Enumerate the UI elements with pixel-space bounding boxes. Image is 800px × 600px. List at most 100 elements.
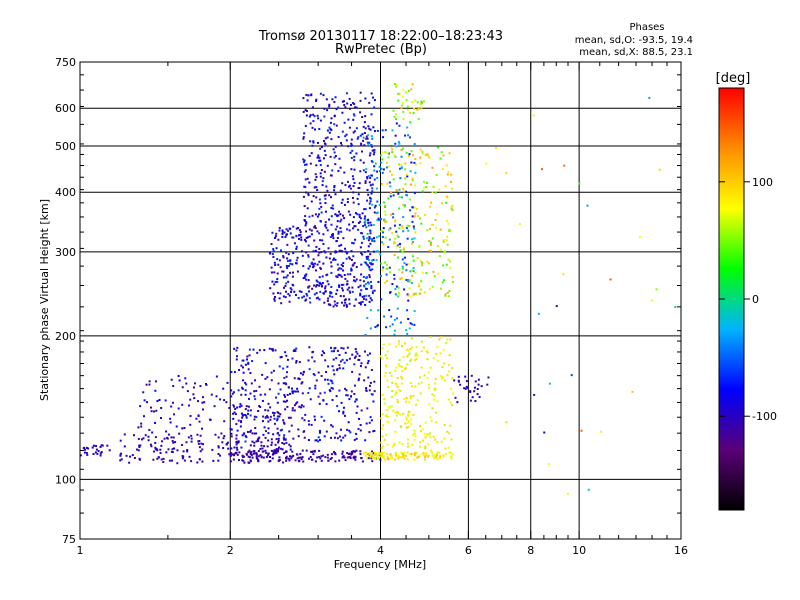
data-point [272, 256, 275, 259]
data-point [293, 242, 296, 245]
data-point [256, 439, 259, 442]
data-point [319, 92, 322, 95]
data-point [431, 237, 434, 240]
data-point [404, 183, 407, 186]
data-point [291, 455, 294, 458]
data-point [302, 158, 305, 161]
data-point [367, 143, 370, 146]
data-point [342, 347, 345, 350]
data-point [268, 460, 271, 463]
data-point [337, 169, 340, 172]
data-point [217, 445, 220, 448]
data-point [234, 413, 237, 416]
data-point [380, 218, 383, 221]
data-point [401, 250, 404, 253]
data-point [271, 253, 274, 256]
data-point [251, 456, 254, 459]
data-point [428, 403, 431, 406]
data-point [366, 407, 369, 410]
data-point [151, 431, 154, 434]
data-point [343, 171, 346, 174]
data-point [315, 297, 318, 300]
stats-o-mode: mean, sd,O: -93.5, 19.4 [575, 35, 693, 46]
data-point [325, 185, 328, 188]
data-point [411, 220, 414, 223]
data-point [389, 371, 392, 374]
data-point [320, 459, 323, 462]
data-point [431, 190, 434, 193]
data-point [346, 394, 349, 397]
data-point [428, 239, 431, 242]
data-point [409, 395, 412, 398]
data-point [205, 382, 208, 385]
data-point [275, 452, 278, 455]
data-point [87, 447, 90, 450]
data-point [348, 286, 351, 289]
data-point [149, 443, 152, 446]
data-point [160, 458, 163, 461]
data-point [262, 433, 265, 436]
data-point [177, 407, 180, 410]
data-point [367, 193, 370, 196]
data-point [264, 409, 267, 412]
data-point [360, 142, 363, 145]
data-point [273, 298, 276, 301]
data-point [302, 97, 305, 100]
data-point [341, 452, 344, 455]
data-point [396, 386, 399, 389]
data-point [229, 460, 232, 463]
data-point [424, 447, 427, 450]
data-point [406, 237, 409, 240]
data-point [333, 300, 336, 303]
data-point [272, 248, 275, 251]
data-point [388, 238, 391, 241]
data-point [381, 435, 384, 438]
data-point [410, 358, 413, 361]
data-point [253, 452, 256, 455]
data-point [400, 155, 403, 158]
data-point [424, 456, 427, 459]
data-point [438, 188, 441, 191]
data-point [326, 229, 329, 232]
data-point [373, 99, 376, 102]
data-point [341, 250, 344, 253]
data-point [286, 257, 289, 260]
data-point [287, 416, 290, 419]
data-point [187, 404, 190, 407]
data-point [242, 379, 245, 382]
data-point [304, 413, 307, 416]
data-point [439, 352, 442, 355]
data-point [257, 458, 260, 461]
data-point [339, 189, 342, 192]
data-point [406, 224, 409, 227]
data-point [359, 279, 362, 282]
data-point [357, 286, 360, 289]
data-point [416, 101, 419, 104]
data-point [343, 456, 346, 459]
data-point [416, 354, 419, 357]
data-point [258, 436, 261, 439]
data-point [249, 444, 252, 447]
data-point [385, 357, 388, 360]
data-point [324, 154, 327, 157]
data-point [419, 260, 422, 263]
data-point [382, 445, 385, 448]
data-point [413, 143, 416, 146]
data-point [350, 258, 353, 261]
data-point [355, 350, 358, 353]
data-point [283, 442, 286, 445]
data-point [335, 275, 338, 278]
data-point [305, 449, 308, 452]
data-point [249, 392, 252, 395]
data-point [399, 321, 402, 324]
stats-heading: Phases [629, 22, 664, 33]
data-point [336, 302, 339, 305]
data-point [397, 244, 400, 247]
data-point [365, 137, 368, 140]
data-point [388, 405, 391, 408]
data-point [323, 419, 326, 422]
data-point [291, 387, 294, 390]
data-point [256, 351, 259, 354]
data-point [413, 458, 416, 461]
data-point [353, 392, 356, 395]
